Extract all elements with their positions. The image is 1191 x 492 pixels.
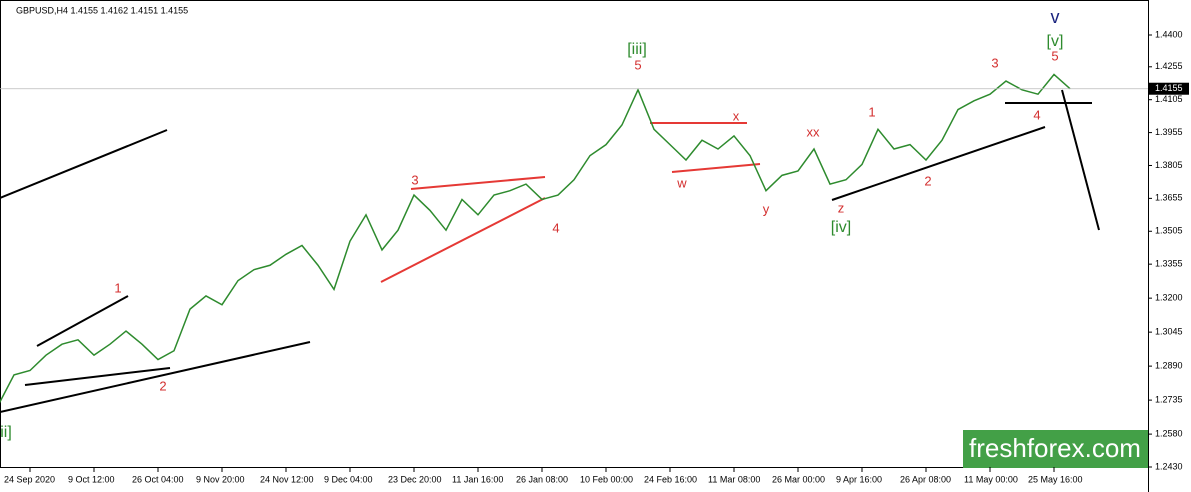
y-tick-label: 1.2580 bbox=[1155, 428, 1183, 438]
wave-label: 3 bbox=[411, 172, 418, 187]
wave-label: 1 bbox=[114, 280, 121, 295]
wave-label: ii] bbox=[0, 424, 12, 441]
x-tick-label: 11 Mar 08:00 bbox=[708, 474, 760, 484]
y-tick-label: 1.4255 bbox=[1155, 61, 1183, 71]
x-tick-label: 9 Dec 04:00 bbox=[324, 474, 373, 484]
x-tick-label: 26 Apr 08:00 bbox=[900, 474, 951, 484]
wave-label: x bbox=[733, 108, 740, 123]
y-tick-label: 1.3655 bbox=[1155, 193, 1183, 203]
wave-label: 2 bbox=[159, 378, 166, 393]
y-tick-label: 1.3955 bbox=[1155, 127, 1183, 137]
y-tick-label: 1.2735 bbox=[1155, 394, 1183, 404]
wave-label: xx bbox=[807, 124, 821, 139]
y-tick-label: 1.3200 bbox=[1155, 293, 1183, 303]
red-trendlines bbox=[380, 122, 761, 283]
trendlines bbox=[0, 89, 1100, 413]
plot-frame bbox=[0, 0, 1149, 468]
wave-label: 4 bbox=[1033, 107, 1040, 122]
watermark-bg bbox=[963, 430, 1148, 468]
wave-label: [iii] bbox=[627, 41, 647, 58]
wave-label: 2 bbox=[924, 173, 931, 188]
x-tick-label: 24 Sep 2020 bbox=[4, 474, 55, 484]
x-tick-label: 11 Jan 16:00 bbox=[452, 474, 503, 484]
y-tick-label: 1.3805 bbox=[1155, 160, 1183, 170]
y-tick-label: 1.4105 bbox=[1155, 94, 1183, 104]
price-line bbox=[0, 73, 1071, 404]
header: GBPUSD,H4 1.4155 1.4162 1.4151 1.4155 bbox=[16, 5, 188, 15]
x-tick-label: 25 May 16:00 bbox=[1028, 474, 1083, 484]
y-tick-label: 1.3505 bbox=[1155, 226, 1183, 236]
wave-label: 4 bbox=[552, 220, 559, 235]
current-price-label: 1.4155 bbox=[1155, 83, 1183, 93]
wave-label: w bbox=[676, 175, 687, 190]
wave-label: 5 bbox=[1051, 48, 1058, 63]
wave-label: v bbox=[1051, 7, 1060, 27]
y-tick-label: 1.3045 bbox=[1155, 327, 1183, 337]
x-tick-label: 24 Feb 16:00 bbox=[644, 474, 697, 484]
watermark: freshforex.com bbox=[969, 433, 1141, 463]
wave-label: [iv] bbox=[831, 219, 851, 236]
x-tick-label: 26 Oct 04:00 bbox=[132, 474, 184, 484]
x-tick-label: 11 May 00:00 bbox=[964, 474, 1018, 484]
x-tick-label: 10 Feb 00:00 bbox=[580, 474, 633, 484]
wave-label: y bbox=[763, 201, 770, 216]
x-tick-label: 26 Mar 00:00 bbox=[772, 474, 825, 484]
y-tick-label: 1.2430 bbox=[1155, 461, 1183, 471]
wave-label: z bbox=[838, 200, 845, 215]
wave-label: 5 bbox=[634, 57, 641, 72]
x-tick-label: 9 Nov 20:00 bbox=[196, 474, 245, 484]
x-tick-label: 23 Dec 20:00 bbox=[388, 474, 442, 484]
x-tick-label: 9 Oct 12:00 bbox=[68, 474, 115, 484]
wave-label: [v] bbox=[1047, 33, 1064, 50]
x-tick-label: 26 Jan 08:00 bbox=[516, 474, 568, 484]
current-price-box bbox=[1149, 82, 1189, 95]
y-tick-label: 1.3355 bbox=[1155, 259, 1183, 269]
y-tick-label: 1.2890 bbox=[1155, 361, 1183, 371]
y-tick-label: 1.4400 bbox=[1155, 29, 1183, 39]
wave-label: 1 bbox=[868, 104, 875, 119]
x-tick-label: 24 Nov 12:00 bbox=[260, 474, 314, 484]
x-tick-label: 9 Apr 16:00 bbox=[836, 474, 882, 484]
wave-label: 3 bbox=[991, 55, 998, 70]
